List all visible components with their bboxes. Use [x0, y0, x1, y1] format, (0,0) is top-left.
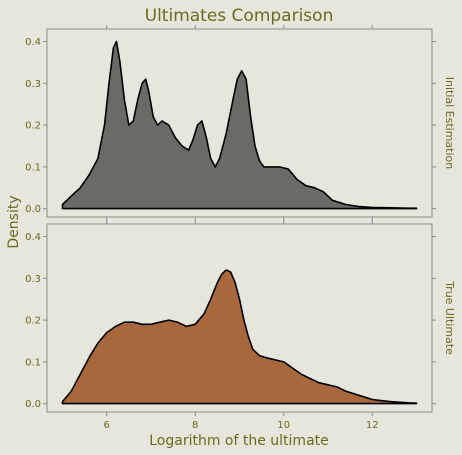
y-axis-title: Density: [6, 195, 22, 248]
y-tick-label: 0.0: [25, 399, 41, 410]
panel-border-initial-estimation: [46, 28, 433, 218]
y-tick-label: 0.1: [25, 162, 41, 173]
y-tick-label: 0.3: [25, 274, 41, 285]
chart-title: Ultimates Comparison: [145, 6, 334, 26]
density-area-true-ultimate: [61, 269, 418, 405]
y-tick-label: 0.4: [25, 37, 41, 48]
strip-label-true-ultimate: True Ultimate: [443, 280, 456, 355]
panel-border-true-ultimate: [46, 223, 433, 413]
y-tick-label: 0.1: [25, 357, 41, 368]
x-tick-label: 8: [192, 420, 198, 431]
x-tick-label: 6: [104, 420, 110, 431]
x-tick-label: 10: [277, 420, 290, 431]
y-tick-label: 0.4: [25, 232, 41, 243]
y-tick-label: 0.2: [25, 121, 41, 132]
x-axis-title: Logarithm of the ultimate: [149, 433, 329, 449]
y-tick-label: 0.0: [25, 204, 41, 215]
density-area-initial-estimation: [61, 40, 418, 210]
x-tick-label: 12: [366, 420, 379, 431]
y-tick-label: 0.3: [25, 79, 41, 90]
strip-label-initial-estimation: Initial Estimation: [443, 77, 456, 170]
y-tick-label: 0.2: [25, 316, 41, 327]
